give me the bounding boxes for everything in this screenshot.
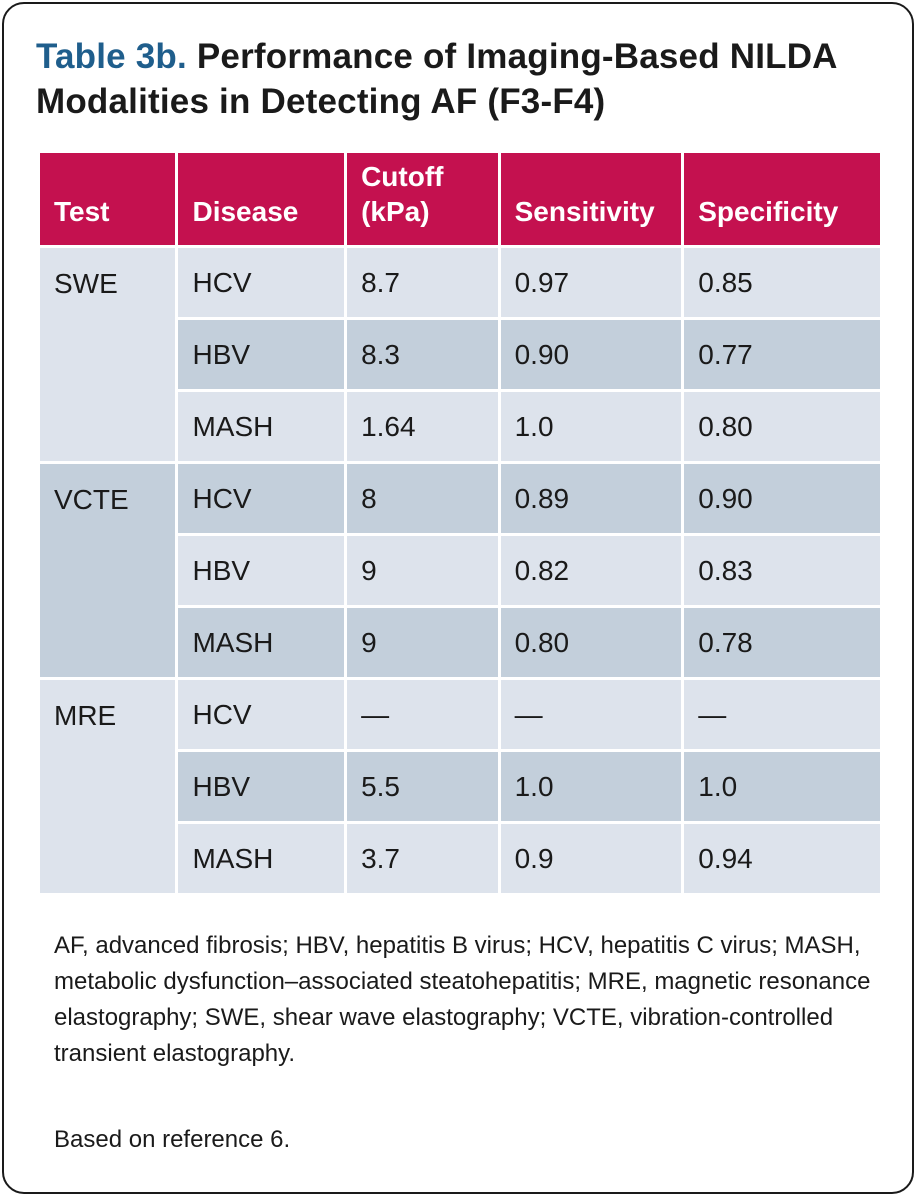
specificity-cell: — — [684, 680, 880, 749]
header-test: Test — [40, 153, 176, 245]
sensitivity-cell: 0.9 — [500, 824, 682, 893]
table-row: MASH 9 0.80 0.78 — [40, 608, 880, 677]
table-row: SWE HCV 8.7 0.97 0.85 — [40, 248, 880, 461]
header-specificity: Specificity — [684, 153, 880, 245]
disease-cell: MASH — [178, 392, 345, 461]
cutoff-cell: 3.7 — [347, 824, 498, 893]
table-row: MASH 3.7 0.9 0.94 — [40, 824, 880, 893]
test-cell-swe: SWE — [40, 248, 176, 461]
table-row: HBV 8.3 0.90 0.77 — [40, 320, 880, 389]
sensitivity-cell: 0.80 — [500, 608, 682, 677]
header-disease: Disease — [178, 153, 345, 245]
cutoff-cell: — — [347, 680, 498, 749]
sensitivity-cell: 0.90 — [500, 320, 682, 389]
abbreviations-footnote: AF, advanced fibrosis; HBV, hepatitis B … — [54, 932, 871, 1067]
table-title: Table 3b. Performance of Imaging-Based N… — [36, 34, 876, 124]
source-note: Based on reference 6. — [54, 1126, 291, 1153]
specificity-cell: 0.77 — [684, 320, 880, 389]
disease-cell: HCV — [178, 680, 345, 749]
sensitivity-cell: 1.0 — [500, 752, 682, 821]
sensitivity-cell: 0.97 — [500, 248, 682, 317]
test-cell-vcte: VCTE — [40, 464, 176, 677]
cutoff-cell: 9 — [347, 536, 498, 605]
sensitivity-cell: 0.89 — [500, 464, 682, 533]
table-row: HBV 5.5 1.0 1.0 — [40, 752, 880, 821]
specificity-cell: 0.94 — [684, 824, 880, 893]
table-number-label: Table 3b. — [36, 37, 187, 76]
cutoff-cell: 8.7 — [347, 248, 498, 317]
specificity-cell: 0.78 — [684, 608, 880, 677]
table-row: VCTE HCV 8 0.89 0.90 — [40, 464, 880, 677]
table-title-text: Performance of Imaging-Based NILDA Modal… — [36, 37, 837, 121]
sensitivity-cell: 1.0 — [500, 392, 682, 461]
header-cutoff: Cutoff (kPa) — [347, 153, 498, 245]
disease-cell: HBV — [178, 536, 345, 605]
disease-cell: MASH — [178, 608, 345, 677]
cutoff-cell: 9 — [347, 608, 498, 677]
test-cell-mre: MRE — [40, 680, 176, 893]
sensitivity-cell: 0.82 — [500, 536, 682, 605]
disease-cell: HBV — [178, 320, 345, 389]
cutoff-cell: 8 — [347, 464, 498, 533]
specificity-cell: 0.80 — [684, 392, 880, 461]
table-row: MASH 1.64 1.0 0.80 — [40, 392, 880, 461]
header-sensitivity: Sensitivity — [500, 153, 682, 245]
specificity-cell: 0.90 — [684, 464, 880, 533]
disease-cell: MASH — [178, 824, 345, 893]
table-row: HBV 9 0.82 0.83 — [40, 536, 880, 605]
disease-cell: HBV — [178, 752, 345, 821]
disease-cell: HCV — [178, 464, 345, 533]
specificity-cell: 1.0 — [684, 752, 880, 821]
cutoff-cell: 8.3 — [347, 320, 498, 389]
performance-table: Test Disease Cutoff (kPa) Sensitivity Sp… — [37, 150, 883, 896]
cutoff-cell: 5.5 — [347, 752, 498, 821]
sensitivity-cell: — — [500, 680, 682, 749]
disease-cell: HCV — [178, 248, 345, 317]
specificity-cell: 0.83 — [684, 536, 880, 605]
specificity-cell: 0.85 — [684, 248, 880, 317]
table-row: MRE HCV — — — — [40, 680, 880, 893]
header-row: Test Disease Cutoff (kPa) Sensitivity Sp… — [40, 153, 880, 245]
cutoff-cell: 1.64 — [347, 392, 498, 461]
